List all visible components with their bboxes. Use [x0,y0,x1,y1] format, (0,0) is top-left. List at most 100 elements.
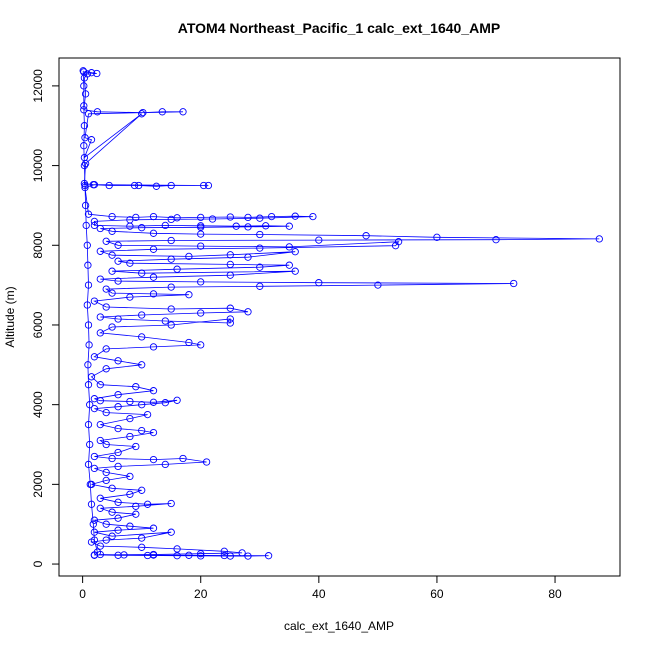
data-point [108,508,116,516]
data-point [130,181,139,190]
data-point [114,551,122,559]
data-point [80,122,89,130]
data-point [86,480,94,489]
data-point [202,458,211,466]
data-point [161,460,169,469]
data-point [114,357,122,365]
data-point [179,108,187,116]
y-tick-label: 4000 [31,391,45,418]
y-tick-label: 0 [31,560,45,567]
data-point [138,311,146,319]
y-tick-label: 2000 [31,471,45,498]
data-point [126,414,134,423]
data-point [492,236,500,244]
data-point [81,159,90,168]
plot-frame [58,57,621,577]
data-point [102,303,110,311]
data-point [149,398,158,406]
series-line [83,71,600,557]
data-point [108,454,116,463]
data-point [173,265,181,273]
data-point [149,343,158,351]
data-point [108,484,116,492]
data-point [79,67,87,75]
data-point [197,550,205,558]
data-point [226,271,234,279]
data-point [143,551,152,560]
data-point [81,201,90,210]
data-point [149,428,158,437]
data-point [96,313,104,321]
data-point [108,251,116,259]
data-point [197,341,205,349]
data-point [143,410,152,419]
data-point [595,235,603,243]
data-point [84,460,93,469]
data-point [120,551,128,559]
data-point [81,134,89,142]
data-point [90,297,99,305]
data-point [87,136,96,144]
data-point [433,233,441,241]
data-point [244,223,252,231]
data-point [108,267,116,275]
data-point [96,275,104,283]
data-point [132,502,140,510]
data-point [226,260,234,269]
data-point [149,229,158,237]
data-point [132,442,140,451]
data-point [173,396,181,404]
data-point [84,261,92,269]
data-point [167,528,175,536]
x-tick-label: 20 [194,587,208,601]
data-point [81,181,89,190]
data-point [138,486,146,494]
data-point [315,236,323,244]
data-point [108,227,116,235]
data-point [285,222,293,230]
data-point [84,281,93,289]
data-point [102,408,110,417]
data-point [83,241,91,249]
data-point [510,279,518,288]
data-point [102,237,110,245]
data-point [87,500,96,508]
data-point [262,222,270,230]
data-point [126,432,134,441]
data-point [126,259,134,267]
data-point [185,551,193,559]
data-point [114,462,122,471]
data-point [291,212,299,220]
data-point [238,549,246,557]
data-point [149,551,158,559]
data-point [135,181,143,190]
data-point [108,212,116,221]
data-point [139,108,147,117]
data-point [149,455,158,464]
data-point [232,222,240,230]
data-point [285,243,293,251]
data-point [143,500,152,508]
data-point [391,242,400,250]
data-point [80,102,88,110]
data-point [220,547,228,555]
data-point [102,345,110,353]
data-point [102,285,110,293]
data-point [126,472,134,481]
data-point [114,424,122,433]
data-point [108,532,116,540]
data-point [96,247,104,255]
data-point [167,255,175,263]
data-point [96,436,104,445]
data-point [226,304,234,312]
data-point [114,448,122,457]
data-point [96,224,104,233]
data-point [149,524,158,532]
data-point [161,399,169,407]
data-point [264,552,273,560]
data-point [138,426,146,435]
data-point [84,210,93,218]
data-point [96,381,104,389]
data-point [167,283,175,291]
data-point [197,230,205,238]
